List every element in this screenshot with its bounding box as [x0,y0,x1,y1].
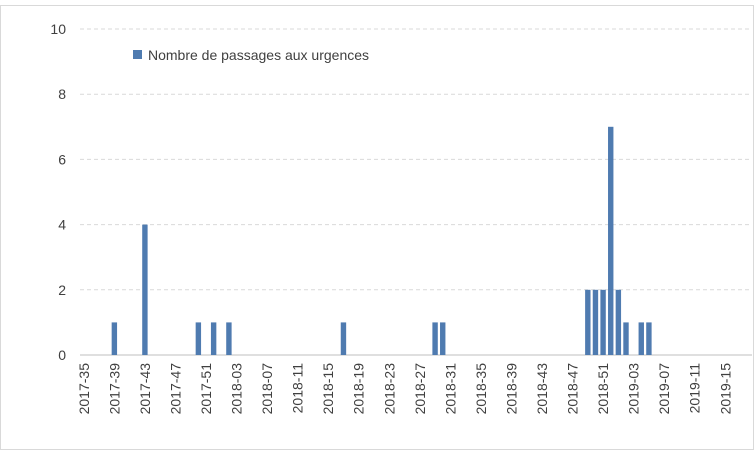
x-tick-label: 2018-51 [595,363,611,415]
bar [646,322,652,355]
x-tick-label: 2018-35 [473,363,489,415]
x-tick-label: 2018-19 [351,363,367,415]
y-tick-label: 10 [50,21,66,37]
bar [195,322,202,355]
x-tick-label: 2018-03 [229,363,245,415]
x-tick-label: 2018-47 [565,363,581,415]
x-tick-label: 2018-43 [534,363,550,415]
x-tick-label: 2019-03 [626,363,642,415]
x-tick-label: 2017-39 [106,363,122,415]
bar [142,224,148,355]
x-tick-label: 2019-07 [656,363,672,415]
x-tick-label: 2018-11 [290,363,306,414]
x-tick-label: 2018-27 [412,363,428,415]
y-tick-label: 6 [58,151,66,167]
bar [340,322,347,355]
x-tick-label: 2018-39 [503,363,519,415]
legend-label: Nombre de passages aux urgences [148,47,369,63]
bar [638,322,644,355]
x-tick-label: 2018-07 [259,363,275,415]
bar [585,289,591,355]
bar [226,322,232,355]
x-tick-label: 2019-11 [687,363,703,414]
x-tick-label: 2018-15 [320,363,336,415]
x-tick-label: 2018-31 [442,363,458,415]
bar [615,289,622,355]
x-tick-label: 2017-43 [137,363,153,415]
legend-swatch [133,50,142,59]
bar [432,322,438,355]
y-tick-label: 2 [58,282,66,298]
y-tick-label: 0 [58,347,66,363]
x-tick-label: 2018-23 [381,363,397,415]
bar [608,126,614,355]
bar [592,289,599,355]
bar [440,322,446,355]
bar [210,322,217,355]
bar [111,322,118,355]
y-tick-label: 4 [58,217,66,233]
bar [623,322,629,355]
x-tick-label: 2017-51 [198,363,214,415]
x-tick-label: 2017-47 [167,363,183,415]
x-tick-label: 2019-15 [717,363,733,415]
x-tick-label: 2017-35 [76,363,92,415]
y-tick-label: 8 [58,86,66,102]
bar [600,289,606,355]
